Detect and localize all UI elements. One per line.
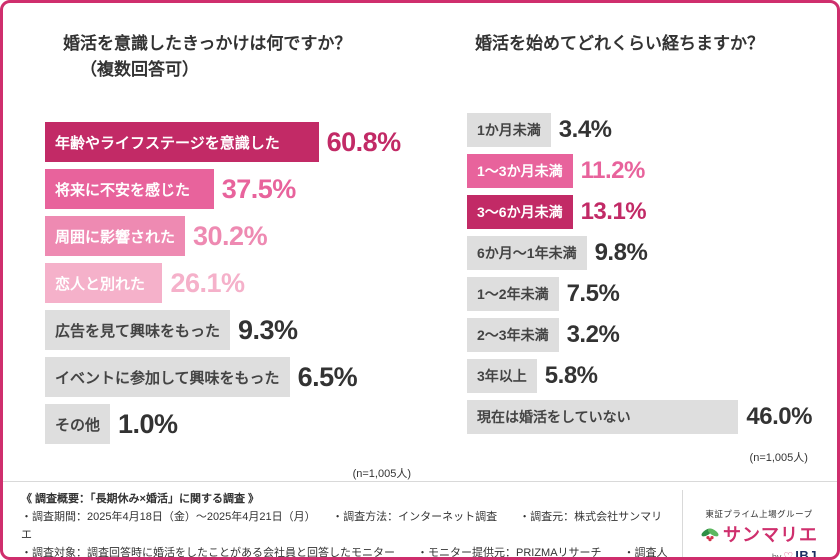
bar-label: 恋人と別れた [55,275,146,293]
bar: 3年以上 [467,358,537,393]
bar-row: 6か月〜1年未満 9.8% [467,235,812,270]
bar-label: 広告を見て興味をもった [55,322,221,340]
bar-list: 1か月未満 3.4% 1〜3か月未満 11.2% 3〜6か月未満 13.1% 6か月〜1年未… [467,112,812,441]
bar-row: 現在は婚活をしていない 46.0% [467,399,812,434]
bar-value: 6.5% [297,361,358,392]
survey-footer: 《 調査概要：「長期休み×婚活」に関する調査 》 ・調査期間：2025年4月18… [3,481,837,560]
bar: その他 [45,404,111,444]
brand-logo: 東証プライム上場グループ サンマリエ by ♡ IBJ [695,490,823,560]
bar-row: 3年以上 5.8% [467,358,812,393]
brand-row: サンマリエ [700,521,818,547]
bar-label: 1〜2年未満 [477,285,549,302]
chart-marriage-trigger: 婚活を意識したきっかけは何ですか？ （複数回答可） 年齢やライフステージを意識し… [45,27,423,481]
chart-title-text: 婚活を始めてどれくらい経ちますか？ [475,34,764,53]
bar-label: 6か月〜1年未満 [477,244,577,261]
chart-title: 婚活を意識したきっかけは何ですか？ （複数回答可） [63,31,423,82]
bar-row: 1か月未満 3.4% [467,112,812,147]
bar-value: 9.3% [238,314,298,345]
survey-detail-line-1: ・調査期間：2025年4月18日（金）〜2025年4月21日（月） ・調査方法：… [21,511,663,542]
brand-name: サンマリエ [723,524,818,545]
survey-detail-line-2: ・調査対象：調査回答時に婚活をしたことがある会社員と回答したモニター ・モニター… [21,547,668,560]
bar-row: 年齢やライフステージを意識した 60.8% [45,122,423,162]
bar-row: 1〜2年未満 7.5% [467,276,812,311]
bar: 1〜3か月未満 [467,153,573,188]
holly-leaves-icon [700,526,720,542]
bar-value: 26.1% [170,267,245,298]
bar-row: 3〜6か月未満 13.1% [467,194,812,229]
bar-row: 広告を見て興味をもった 9.3% [45,310,423,350]
bar-list: 年齢やライフステージを意識した 60.8% 将来に不安を感じた 37.5% 周囲に影響さ… [45,122,423,451]
bar-label: イベントに参加して興味をもった [55,369,280,387]
bar: 現在は婚活をしていない [467,399,739,434]
bar-value: 13.1% [580,197,647,225]
bar-row: 恋人と別れた 26.1% [45,263,423,303]
survey-overview: 《 調査概要：「長期休み×婚活」に関する調査 》 ・調査期間：2025年4月18… [21,490,670,560]
bar-value: 3.2% [566,320,620,348]
chart-title: 婚活を始めてどれくらい経ちますか？ [475,31,812,57]
bar-value: 7.5% [566,279,620,307]
chart-title-text: 婚活を意識したきっかけは何ですか？ [63,34,352,53]
by-label: by [771,551,782,560]
bar-label: 3〜6か月未満 [477,203,563,220]
bar-label: 3年以上 [477,367,527,384]
bar-value: 1.0% [118,408,178,439]
bar: 2〜3年未満 [467,317,559,352]
ibj-label: IBJ [795,547,817,560]
bar-label: 1か月未満 [477,121,541,138]
bar: イベントに参加して興味をもった [45,357,290,397]
bar-label: 現在は婚活をしていない [477,408,631,425]
bar-value: 5.8% [544,361,598,389]
chart-subtitle: （複数回答可） [80,59,199,79]
bar-value: 9.8% [594,238,648,266]
bar-value: 60.8% [326,126,402,157]
bar: 3〜6か月未満 [467,194,573,229]
bar-label: 年齢やライフステージを意識した [55,134,280,152]
bar-row: イベントに参加して興味をもった 6.5% [45,357,423,397]
bar: 年齢やライフステージを意識した [45,122,319,162]
bar-row: その他 1.0% [45,404,423,444]
logo-group-label: 東証プライム上場グループ [705,508,813,519]
bar-label: 2〜3年未満 [477,326,549,343]
bar: 周囲に影響された [45,216,186,256]
survey-overview-heading: 《 調査概要：「長期休み×婚活」に関する調査 》 [21,493,260,505]
bar-row: 1〜3か月未満 11.2% [467,153,812,188]
charts-area: 婚活を意識したきっかけは何ですか？ （複数回答可） 年齢やライフステージを意識し… [3,3,837,481]
footer-divider [682,490,683,557]
by-ibj-row: by ♡ IBJ [771,547,823,560]
bar-label: 将来に不安を感じた [55,181,191,199]
bar-value: 3.4% [558,115,612,143]
bar: 1〜2年未満 [467,276,559,311]
bar: 1か月未満 [467,112,551,147]
bar-row: 2〜3年未満 3.2% [467,317,812,352]
bar-label: その他 [55,416,101,434]
sample-size-label: (n=1,005人) [352,468,411,480]
bar-value: 46.0% [746,402,812,430]
bar: 広告を見て興味をもった [45,310,231,350]
bar-label: 1〜3か月未満 [477,162,563,179]
heart-icon: ♡ [783,550,794,560]
bar-label: 周囲に影響された [55,228,176,246]
bar: 将来に不安を感じた [45,169,214,209]
bar: 恋人と別れた [45,263,163,303]
bar: 6か月〜1年未満 [467,235,587,270]
bar-row: 将来に不安を感じた 37.5% [45,169,423,209]
bar-value: 37.5% [221,173,297,204]
bar-value: 11.2% [580,156,646,184]
sample-size-label: (n=1,005人) [749,451,808,464]
bar-row: 周囲に影響された 30.2% [45,216,423,256]
bar-value: 30.2% [193,220,268,251]
chart-duration: 婚活を始めてどれくらい経ちますか？ 1か月未満 3.4% 1〜3か月未満 11.2% 3… [467,27,812,481]
